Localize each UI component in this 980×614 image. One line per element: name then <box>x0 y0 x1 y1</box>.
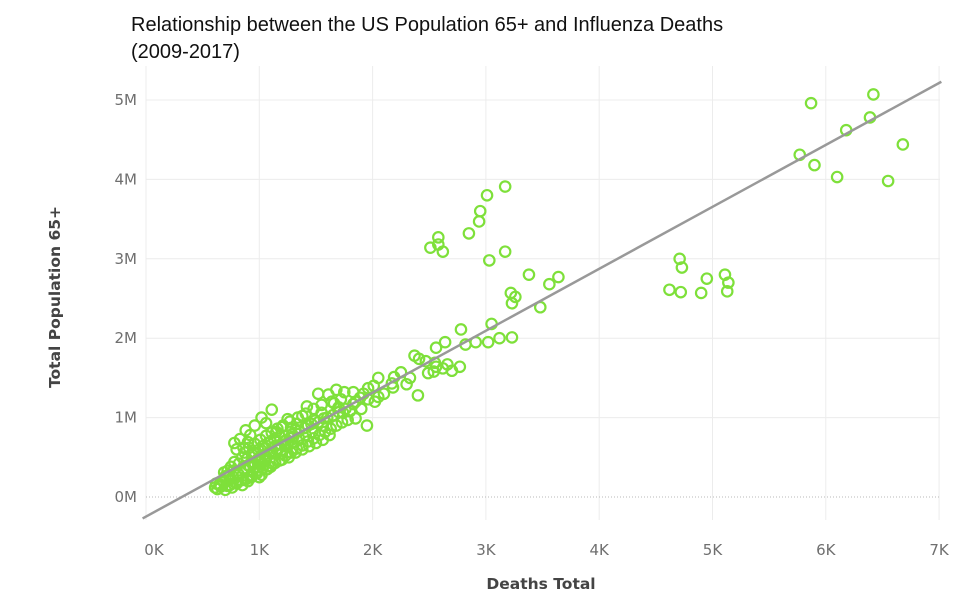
y-axis-ticks: 0M 1M 2M 3M 4M 5M <box>115 91 138 506</box>
data-point <box>896 138 910 151</box>
x-tick-label: 0K <box>144 541 165 559</box>
data-point <box>498 245 512 258</box>
data-point <box>309 436 323 450</box>
data-point <box>454 323 468 336</box>
data-point <box>411 389 425 402</box>
data-point <box>480 188 494 202</box>
x-tick-label: 3K <box>476 541 497 559</box>
data-point <box>232 468 246 482</box>
data-point <box>436 245 450 258</box>
data-point <box>424 241 437 254</box>
y-tick-label: 5M <box>115 91 138 109</box>
data-point <box>259 416 273 430</box>
chart-title-line-1: Relationship between the US Population 6… <box>131 14 724 36</box>
x-tick-label: 1K <box>250 541 271 559</box>
y-tick-label: 4M <box>115 170 138 188</box>
data-point <box>498 180 512 193</box>
data-point <box>482 254 496 267</box>
data-point <box>273 430 286 443</box>
data-point <box>412 352 426 366</box>
data-point <box>481 335 495 349</box>
x-tick-label: 5K <box>703 541 724 559</box>
data-point <box>552 270 565 284</box>
data-point <box>675 261 689 274</box>
data-point <box>327 397 341 410</box>
data-point <box>674 285 688 299</box>
data-point <box>296 443 309 456</box>
data-point <box>830 170 844 184</box>
data-point <box>275 453 289 466</box>
data-point <box>311 387 325 401</box>
data-point <box>432 231 445 244</box>
data-point <box>694 286 708 300</box>
data-point <box>543 277 556 291</box>
data-point <box>445 364 459 378</box>
y-tick-label: 0M <box>115 488 138 506</box>
data-point <box>720 285 734 298</box>
data-point <box>349 395 362 409</box>
trend-line <box>142 80 942 520</box>
data-point <box>282 450 296 464</box>
y-tick-label: 3M <box>115 250 138 268</box>
y-tick-label: 2M <box>115 329 138 347</box>
data-point <box>700 272 714 285</box>
data-point <box>473 204 487 218</box>
data-point <box>429 360 443 374</box>
data-point <box>663 283 676 297</box>
data-point <box>360 419 374 432</box>
data-point <box>673 252 686 266</box>
x-tick-label: 6K <box>816 541 837 559</box>
x-axis-title: Deaths Total <box>486 575 595 593</box>
y-axis-title: Total Population 65+ <box>46 206 64 388</box>
data-point <box>722 276 735 289</box>
x-axis-ticks: 0K 1K 2K 3K 4K 5K 6K 7K <box>144 541 950 559</box>
data-point <box>421 366 435 380</box>
data-point <box>226 470 240 484</box>
data-point <box>239 424 253 437</box>
data-point <box>808 158 821 172</box>
data-points <box>208 88 910 497</box>
data-point <box>438 335 452 349</box>
data-point <box>522 268 536 281</box>
data-point <box>804 96 818 110</box>
x-tick-label: 4K <box>590 541 611 559</box>
data-point <box>867 88 880 101</box>
chart-title-line-2: (2009-2017) <box>131 41 240 63</box>
data-point <box>462 227 476 240</box>
data-point <box>429 341 443 355</box>
data-point <box>509 290 522 304</box>
data-point <box>337 385 351 399</box>
data-point <box>290 417 303 431</box>
data-point <box>371 390 385 404</box>
chart-title: Relationship between the US Population 6… <box>131 12 911 66</box>
data-point <box>505 331 519 344</box>
data-point <box>881 174 895 188</box>
data-point <box>265 403 279 416</box>
data-point <box>493 331 506 345</box>
data-point <box>302 439 316 453</box>
data-point <box>400 377 413 391</box>
data-point <box>354 402 368 416</box>
data-point <box>339 402 352 416</box>
data-point <box>505 296 519 310</box>
data-point <box>472 215 486 228</box>
x-tick-label: 2K <box>363 541 384 559</box>
y-tick-label: 1M <box>115 409 138 427</box>
data-point <box>316 433 330 447</box>
x-tick-label: 7K <box>929 541 950 559</box>
